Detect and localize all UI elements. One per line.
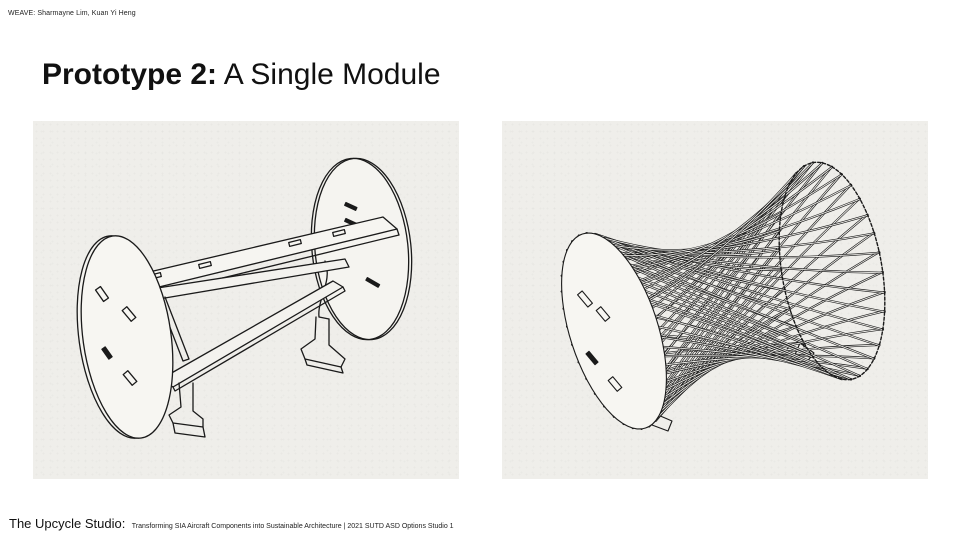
lower-shelf xyxy=(160,280,346,392)
module-frame-illustration xyxy=(33,121,459,479)
woven-strip xyxy=(603,237,780,256)
woven-strip xyxy=(623,255,875,360)
woven-strip xyxy=(632,267,868,370)
page-title-bold: Prototype 2: xyxy=(42,58,218,91)
page-title: Prototype 2: A Single Module xyxy=(42,58,441,92)
footer-studio: The Upcycle Studio: xyxy=(9,516,126,531)
woven-strip xyxy=(603,237,884,331)
woven-strip xyxy=(632,196,786,269)
woven-module-illustration xyxy=(502,121,928,479)
header-credit: WEAVE: Sharmayne Lim, Kuan Yi Heng xyxy=(8,10,136,17)
back-end-plate xyxy=(310,157,413,341)
woven-back-rim xyxy=(778,161,886,381)
woven-strip xyxy=(648,299,852,380)
page-title-rest: A Single Module xyxy=(223,58,441,91)
footer: The Upcycle Studio: Transforming SIA Air… xyxy=(9,515,454,533)
woven-end-plate xyxy=(561,232,667,430)
woven-strip xyxy=(613,244,880,346)
front-leg xyxy=(168,382,206,438)
footer-subtitle: Transforming SIA Aircraft Components int… xyxy=(131,523,454,530)
woven-strip xyxy=(623,212,782,257)
front-end-plate xyxy=(76,235,174,439)
woven-strip xyxy=(648,172,797,301)
woven-strip xyxy=(641,282,861,377)
